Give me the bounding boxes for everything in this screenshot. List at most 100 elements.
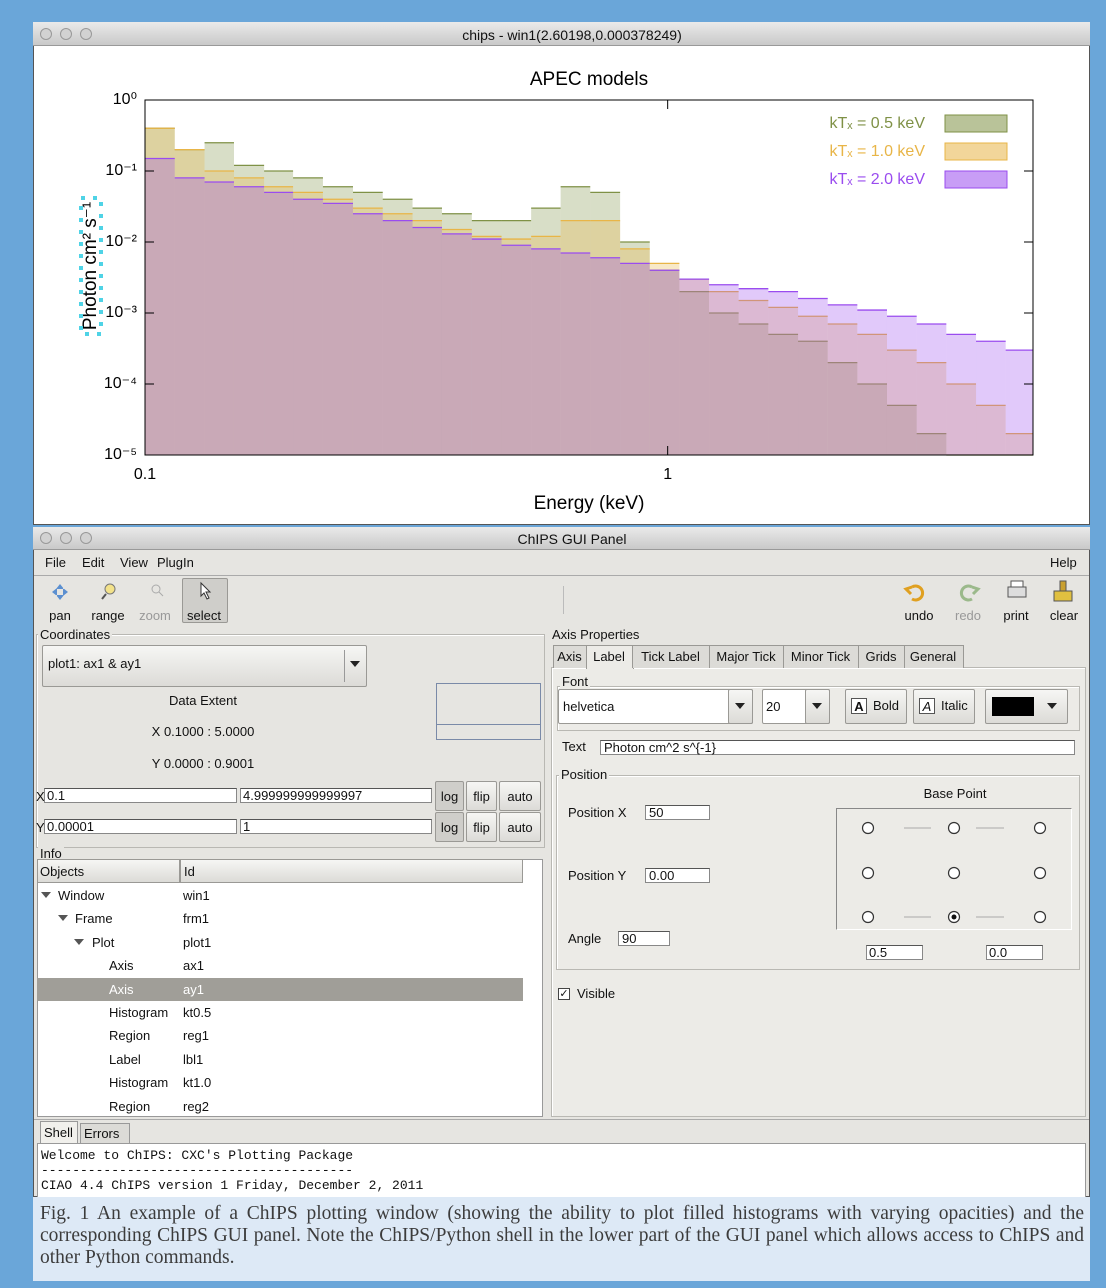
expander[interactable] bbox=[57, 915, 68, 922]
column-header bbox=[37, 859, 180, 883]
chart: APEC models Energy (keV) Photon cm² s⁻¹ … bbox=[79, 69, 1034, 514]
pressed-button bbox=[182, 578, 228, 623]
toggle-button[interactable] bbox=[435, 812, 464, 842]
label: Text bbox=[562, 739, 586, 754]
spin-field[interactable] bbox=[240, 788, 432, 803]
window-button[interactable] bbox=[80, 532, 92, 544]
tab[interactable] bbox=[80, 1123, 130, 1143]
plot-dropdown[interactable] bbox=[42, 645, 367, 687]
font-family: helvetica bbox=[563, 699, 615, 714]
spin-field[interactable] bbox=[44, 788, 237, 803]
spin-field[interactable] bbox=[645, 868, 710, 883]
histogram-bin bbox=[1005, 433, 1033, 455]
menu-item[interactable]: File bbox=[45, 555, 66, 570]
text-field[interactable] bbox=[600, 740, 1075, 755]
histogram-bin bbox=[501, 220, 532, 455]
base-point-box bbox=[836, 808, 1072, 930]
label: Y 0.0000 : 0.9001 bbox=[151, 756, 255, 771]
window-button[interactable] bbox=[40, 28, 52, 40]
tool-button[interactable]: range bbox=[91, 608, 125, 623]
radio[interactable] bbox=[861, 821, 875, 835]
spin-field[interactable] bbox=[645, 805, 710, 820]
tool-button[interactable]: clear bbox=[1049, 608, 1079, 623]
checkbox[interactable]: ✓ bbox=[558, 988, 570, 1000]
histogram-bin bbox=[916, 362, 947, 455]
legend-label: kTₓ = 2.0 keV bbox=[829, 171, 925, 188]
radio[interactable] bbox=[1033, 821, 1047, 835]
radio[interactable] bbox=[861, 910, 875, 924]
expander[interactable] bbox=[41, 892, 51, 898]
menu-item[interactable]: PlugIn bbox=[157, 555, 194, 570]
font-dropdown[interactable] bbox=[558, 689, 753, 724]
radio[interactable] bbox=[947, 821, 961, 835]
caption-box bbox=[33, 1197, 1090, 1281]
histogram-bin bbox=[264, 192, 294, 456]
window-button[interactable] bbox=[40, 532, 52, 544]
radio[interactable] bbox=[1033, 866, 1047, 880]
radio[interactable] bbox=[861, 866, 875, 880]
spin-field[interactable] bbox=[986, 945, 1043, 960]
histogram-bin bbox=[412, 227, 442, 455]
expander[interactable] bbox=[74, 938, 84, 945]
histogram-bin bbox=[649, 263, 680, 455]
position-frame bbox=[556, 775, 1080, 970]
histogram-bin bbox=[1005, 350, 1033, 455]
toggle-button[interactable] bbox=[466, 781, 497, 811]
icon bbox=[104, 583, 116, 595]
menu-item[interactable]: Edit bbox=[82, 555, 105, 570]
bold-button[interactable] bbox=[845, 689, 907, 724]
group-label: Coordinates bbox=[38, 627, 113, 642]
icon bbox=[52, 584, 68, 600]
tool-button[interactable]: print bbox=[1003, 608, 1029, 623]
tool-button[interactable]: redo bbox=[954, 608, 982, 623]
tab-label: Errors bbox=[84, 1126, 120, 1141]
spin-field[interactable] bbox=[44, 819, 237, 834]
toggle-button[interactable] bbox=[499, 781, 541, 811]
object-name: Label bbox=[109, 1051, 141, 1067]
menu-item[interactable]: Help bbox=[1050, 555, 1077, 570]
tool-button[interactable]: pan bbox=[49, 608, 71, 623]
window-button[interactable] bbox=[60, 532, 72, 544]
toggle-button[interactable] bbox=[466, 812, 497, 842]
object-name: Frame bbox=[75, 911, 113, 927]
group-label: Font bbox=[560, 674, 591, 689]
object-id: reg2 bbox=[183, 1098, 210, 1114]
plot-frame bbox=[144, 99, 1034, 456]
toggle-button[interactable] bbox=[435, 781, 464, 811]
tool-button[interactable]: undo bbox=[904, 608, 934, 623]
toggle-button[interactable] bbox=[499, 812, 541, 842]
shell-line: ---------------------------------------- bbox=[41, 1163, 354, 1178]
extent-preview bbox=[436, 724, 541, 725]
dropdown-arrow bbox=[735, 703, 745, 709]
histogram-bin bbox=[886, 405, 917, 455]
font-frame bbox=[557, 686, 1080, 731]
object-id: lbl1 bbox=[183, 1051, 204, 1067]
column-title: Id bbox=[184, 864, 195, 879]
group-label: Info bbox=[38, 846, 64, 861]
radio[interactable] bbox=[947, 866, 961, 880]
tab[interactable] bbox=[586, 645, 634, 669]
tab-label: General bbox=[909, 649, 957, 664]
spin-field[interactable] bbox=[240, 819, 432, 834]
histogram-bin bbox=[768, 307, 799, 455]
title-bar bbox=[33, 22, 1090, 46]
histogram-bin bbox=[620, 242, 650, 455]
histogram-bin bbox=[590, 192, 621, 456]
tab[interactable] bbox=[904, 645, 964, 668]
window-button[interactable] bbox=[60, 28, 72, 40]
object-id: ax1 bbox=[183, 958, 204, 974]
histogram-bin bbox=[857, 384, 887, 455]
spin-field[interactable] bbox=[618, 931, 670, 946]
histogram-bin bbox=[352, 192, 383, 456]
font-size: 20 bbox=[766, 699, 781, 714]
menu-item[interactable]: View bbox=[120, 555, 148, 570]
spin-field[interactable] bbox=[866, 945, 923, 960]
window-button[interactable] bbox=[80, 28, 92, 40]
tab-label: Major Tick bbox=[716, 649, 776, 664]
tab[interactable] bbox=[40, 1121, 78, 1143]
histogram-bin bbox=[679, 279, 710, 455]
tool-button[interactable]: select bbox=[187, 608, 221, 623]
radio[interactable] bbox=[1033, 910, 1047, 924]
histogram-bin bbox=[916, 323, 947, 455]
tool-button[interactable]: zoom bbox=[139, 608, 171, 623]
